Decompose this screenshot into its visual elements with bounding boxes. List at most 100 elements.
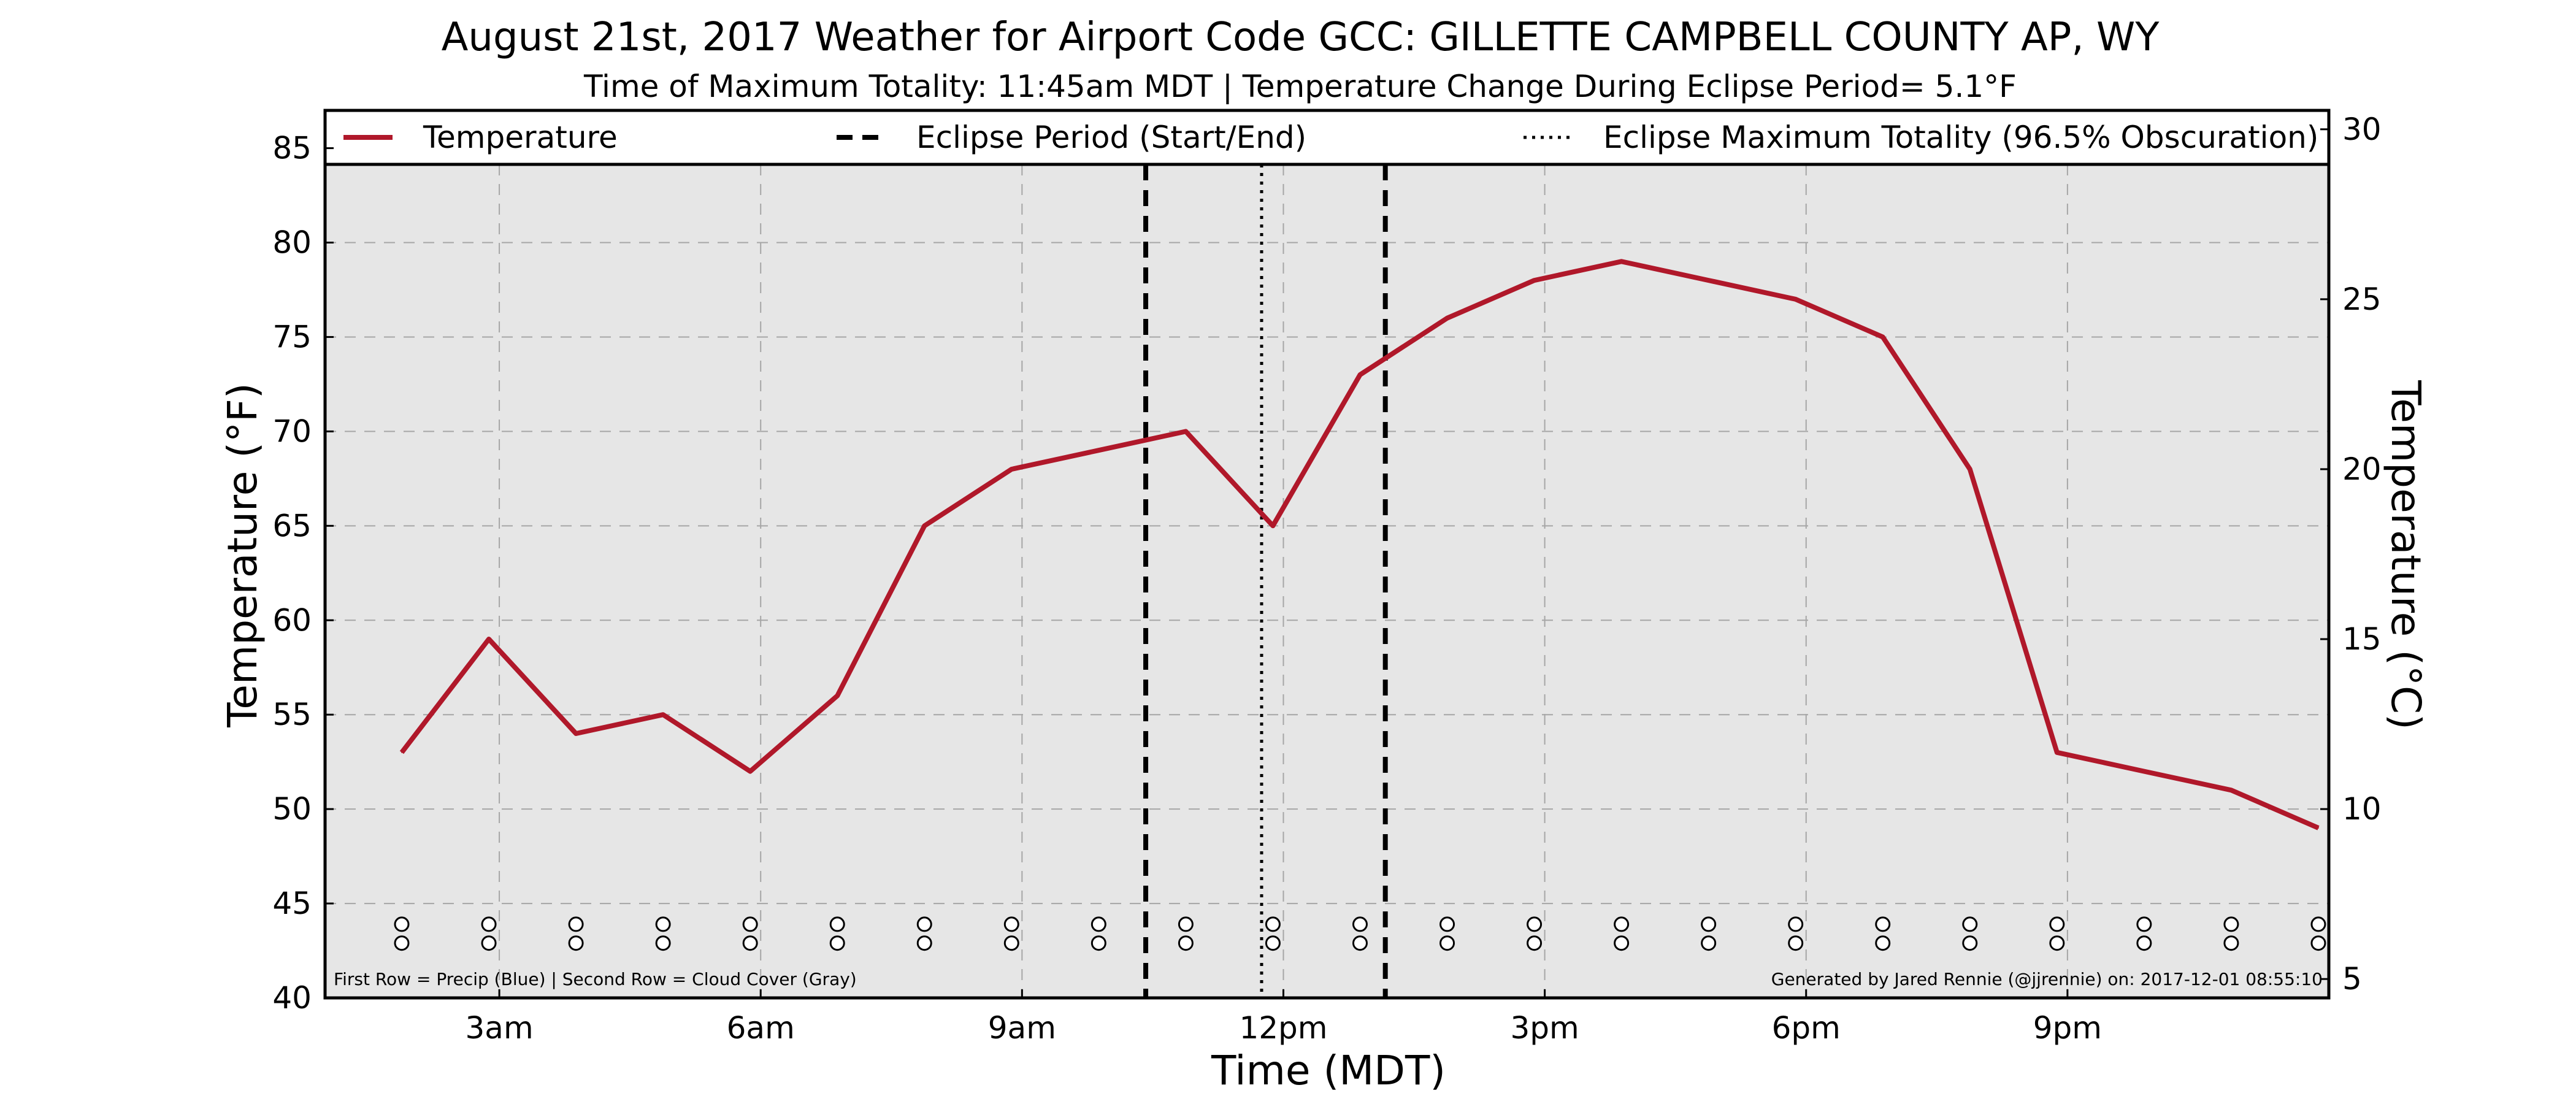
data-point-temperature bbox=[1098, 450, 1100, 451]
cloud-cover-marker bbox=[1701, 935, 1717, 951]
precip-marker bbox=[1527, 916, 1543, 932]
x-axis-label: Time (MDT) bbox=[1211, 1047, 1446, 1094]
data-point-temperature bbox=[488, 638, 490, 640]
precip-marker bbox=[394, 916, 410, 932]
data-point-temperature bbox=[1969, 468, 1971, 470]
data-point-temperature bbox=[2317, 827, 2319, 829]
data-point-temperature bbox=[2056, 751, 2058, 753]
y-right-tick-label: 20 bbox=[2342, 451, 2382, 487]
data-point-temperature bbox=[1185, 431, 1187, 432]
x-tick-label: 6am bbox=[727, 1010, 795, 1046]
cloud-cover-marker bbox=[829, 935, 845, 951]
cloud-cover-marker bbox=[394, 935, 410, 951]
y-tick-label: 50 bbox=[272, 791, 312, 827]
y-tick-label: 40 bbox=[272, 980, 312, 1016]
y-axis-left-ticks: 40 45 50 55 60 65 70 75 80 85 bbox=[272, 131, 334, 1016]
precip-marker bbox=[2310, 916, 2326, 932]
precip-marker bbox=[1962, 916, 1978, 932]
precip-marker bbox=[742, 916, 758, 932]
data-point-temperature bbox=[575, 732, 577, 734]
data-point-temperature bbox=[1795, 298, 1796, 300]
cloud-cover-marker bbox=[1265, 935, 1281, 951]
data-point-temperature bbox=[1272, 525, 1274, 527]
precip-marker bbox=[829, 916, 845, 932]
y-axis-label: Temperature (°F) bbox=[219, 383, 266, 728]
data-point-temperature bbox=[2230, 789, 2232, 791]
cloud-cover-marker bbox=[1875, 935, 1891, 951]
cloud-cover-marker bbox=[1962, 935, 1978, 951]
x-tick-label: 6pm bbox=[1772, 1010, 1841, 1046]
cloud-cover-marker bbox=[916, 935, 932, 951]
y-right-tick-label: 15 bbox=[2342, 621, 2382, 657]
series-group bbox=[399, 259, 2320, 830]
footnote-right: Generated by Jared Rennie (@jjrennie) on… bbox=[1771, 969, 2323, 989]
legend-label-temperature: Temperature bbox=[423, 120, 618, 155]
precip-marker bbox=[1788, 916, 1804, 932]
cloud-cover-marker bbox=[2223, 935, 2239, 951]
y-right-tick-label: 25 bbox=[2342, 282, 2382, 317]
cloud-cover-marker bbox=[1178, 935, 1194, 951]
y-tick-label: 70 bbox=[272, 413, 312, 449]
data-point-temperature bbox=[924, 525, 926, 527]
precip-marker bbox=[1178, 916, 1194, 932]
cloud-cover-marker bbox=[655, 935, 671, 951]
precip-marker bbox=[2136, 916, 2152, 932]
precip-marker bbox=[1614, 916, 1630, 932]
data-point-temperature bbox=[1533, 280, 1535, 282]
chart-title: August 21st, 2017 Weather for Airport Co… bbox=[442, 15, 2160, 60]
y-axis-right-ticks: 5 10 15 20 25 30 bbox=[2320, 112, 2382, 997]
cloud-cover-marker bbox=[2136, 935, 2152, 951]
precip-marker bbox=[1352, 916, 1368, 932]
data-point-temperature bbox=[749, 770, 751, 772]
precip-marker bbox=[655, 916, 671, 932]
cloud-cover-marker bbox=[1614, 935, 1630, 951]
y-right-tick-label: 10 bbox=[2342, 791, 2382, 827]
data-point-temperature bbox=[401, 751, 402, 753]
legend-label-eclipse-period: Eclipse Period (Start/End) bbox=[916, 120, 1306, 155]
y-tick-label: 45 bbox=[272, 886, 312, 921]
cloud-cover-marker bbox=[1788, 935, 1804, 951]
precip-marker bbox=[1003, 916, 1019, 932]
y-tick-label: 60 bbox=[272, 602, 312, 638]
data-point-temperature bbox=[1011, 468, 1013, 470]
y-tick-label: 80 bbox=[272, 225, 312, 261]
precip-marker bbox=[481, 916, 497, 932]
legend: Temperature Eclipse Period (Start/End) E… bbox=[323, 109, 2331, 166]
y-right-tick-label: 5 bbox=[2342, 961, 2362, 997]
legend-box bbox=[323, 109, 2331, 166]
x-tick-label: 12pm bbox=[1239, 1010, 1327, 1046]
data-point-temperature bbox=[1620, 261, 1622, 263]
precip-marker bbox=[916, 916, 932, 932]
chart-subtitle: Time of Maximum Totality: 11:45am MDT | … bbox=[583, 69, 2017, 104]
precip-marker bbox=[1265, 916, 1281, 932]
precip-marker bbox=[2223, 916, 2239, 932]
data-point-temperature bbox=[1446, 317, 1448, 319]
x-tick-label: 9pm bbox=[2033, 1010, 2102, 1046]
y-tick-label: 75 bbox=[272, 319, 312, 355]
data-point-temperature bbox=[837, 695, 838, 697]
precip-marker bbox=[1701, 916, 1717, 932]
data-point-temperature bbox=[1359, 374, 1361, 376]
marker-rows bbox=[394, 916, 2326, 951]
x-tick-label: 3am bbox=[466, 1010, 534, 1046]
precip-marker bbox=[1875, 916, 1891, 932]
y-tick-label: 85 bbox=[272, 131, 312, 166]
eclipse-lines bbox=[1143, 164, 1388, 998]
cloud-cover-marker bbox=[1003, 935, 1019, 951]
precip-marker bbox=[2049, 916, 2065, 932]
cloud-cover-marker bbox=[481, 935, 497, 951]
data-point-temperature bbox=[1882, 336, 1884, 338]
precip-marker bbox=[1439, 916, 1455, 932]
x-tick-label: 3pm bbox=[1510, 1010, 1579, 1046]
footnote-left: First Row = Precip (Blue) | Second Row =… bbox=[334, 969, 857, 989]
data-point-temperature bbox=[662, 714, 664, 716]
y-tick-label: 55 bbox=[272, 697, 312, 732]
precip-marker bbox=[568, 916, 584, 932]
cloud-cover-marker bbox=[1352, 935, 1368, 951]
cloud-cover-marker bbox=[742, 935, 758, 951]
cloud-cover-marker bbox=[1527, 935, 1543, 951]
precip-marker bbox=[1091, 916, 1106, 932]
plot-area bbox=[325, 110, 2329, 998]
y-right-tick-label: 30 bbox=[2342, 112, 2382, 147]
legend-label-eclipse-max: Eclipse Maximum Totality (96.5% Obscurat… bbox=[1603, 120, 2318, 155]
